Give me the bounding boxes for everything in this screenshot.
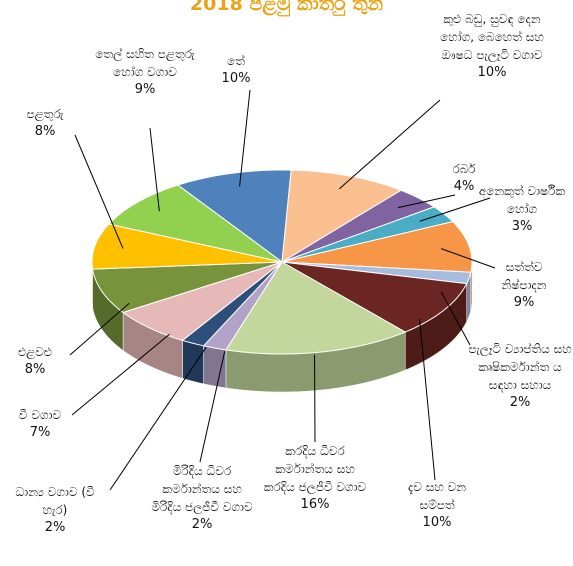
leader-line [71, 333, 170, 416]
leader-line [419, 319, 436, 481]
value-label: 10% [221, 71, 251, 86]
leader-line [239, 89, 251, 187]
category-label: තෙල් සහිත පළතුරු හෝග වගාව [95, 47, 195, 79]
value-label: 10% [422, 515, 452, 530]
slice-label: ධාන්‍ය වගාව (වී හැර) 2% [5, 483, 105, 537]
category-label: කරදිය ධීවර කර්මාන්තය සහ කරදිය ජලජීවී වගා… [263, 444, 367, 494]
leader-line [199, 351, 226, 463]
category-label: පැලෑටි ව්‍යාප්තිය සහ කෘෂිකර්මාන්ත ය සඳහා… [468, 342, 572, 392]
leader-line [149, 127, 160, 212]
pie-slice [281, 221, 473, 273]
leader-line [440, 248, 496, 269]
leader-line [398, 194, 456, 209]
value-label: 10% [477, 65, 507, 80]
slice-label: සත්ත්ව නිෂ්පාදන 9% [489, 258, 559, 312]
leader-line [338, 99, 441, 190]
slice-label: වී වගාව 7% [10, 406, 70, 442]
leader-line [69, 303, 130, 356]
pie-slice [107, 184, 283, 263]
slice-label: තේ 10% [206, 52, 266, 88]
slice-label: අනෙකුත් වාර්ෂික හෝග 3% [477, 182, 567, 236]
pie-slice [176, 169, 292, 263]
slice-label: කරදිය ධීවර කර්මාන්තය සහ කරදිය ජලජීවී වගා… [260, 442, 370, 514]
category-label: අනෙකුත් වාර්ෂික හෝග [478, 184, 566, 216]
slice-label: පැලෑටි ව්‍යාප්තිය සහ කෘෂිකර්මාන්ත ය සඳහා… [465, 340, 573, 412]
category-label: තේ [227, 54, 245, 68]
leader-line [419, 197, 491, 222]
value-label: 9% [513, 295, 535, 310]
leader-line [74, 134, 124, 249]
value-label: 2% [509, 395, 531, 410]
category-label: සත්ත්ව නිෂ්පාදන [501, 260, 547, 292]
slice-label: කුළු බඩු, සුවඳ දෙන හෝග, බෙහෙත් සහ ඖෂධ පැ… [437, 10, 547, 82]
value-label: 8% [34, 124, 56, 139]
category-label: කුළු බඩු, සුවඳ දෙන හෝග, බෙහෙත් සහ ඖෂධ පැ… [440, 12, 544, 62]
chart-title: 2018 පළමු කාර්තු තුන [189, 0, 384, 15]
pie-slice [91, 261, 283, 313]
pie-slice [281, 169, 403, 263]
slice-label: එළවළු 8% [5, 343, 65, 379]
value-label: 3% [511, 219, 533, 234]
pie-slice [281, 206, 454, 263]
category-label: එළවළු [17, 345, 53, 359]
pie-slice [281, 189, 436, 263]
leader-line [440, 291, 471, 346]
pie-slice [91, 223, 283, 270]
slice-label: මිරිදිය ධීවර කර්මාන්තය සහ මිරිදිය ජලජීවී… [147, 462, 257, 534]
category-label: ධාන්‍ය වගාව (වී හැර) [15, 485, 95, 517]
pie-slice [202, 261, 283, 351]
pie-slice [225, 261, 407, 355]
leader-line [109, 346, 207, 491]
value-label: 9% [134, 82, 156, 97]
category-label: දැව සහ වන සම්පත් [407, 480, 467, 512]
slice-label: තෙල් සහිත පළතුරු හෝග වගාව 9% [95, 45, 195, 99]
value-label: 8% [24, 362, 46, 377]
pie-slice [281, 261, 468, 333]
slice-label: දැව සහ වන සම්පත් 10% [392, 478, 482, 532]
value-label: 2% [191, 517, 213, 532]
category-label: වී වගාව [18, 408, 62, 422]
pie-slice [181, 261, 283, 347]
category-label: පළතුරු [26, 107, 64, 121]
value-label: 16% [300, 497, 330, 512]
pie-slice [121, 261, 283, 341]
pie-side [203, 345, 227, 389]
value-label: 4% [453, 179, 475, 194]
slice-label: රබර් 4% [444, 160, 484, 196]
category-label: රබර් [452, 162, 476, 176]
slice-label: පළතුරු 8% [15, 105, 75, 141]
category-label: මිරිදිය ධීවර කර්මාන්තය සහ මිරිදිය ජලජීවී… [151, 464, 253, 514]
value-label: 7% [29, 425, 51, 440]
value-label: 2% [44, 520, 66, 535]
